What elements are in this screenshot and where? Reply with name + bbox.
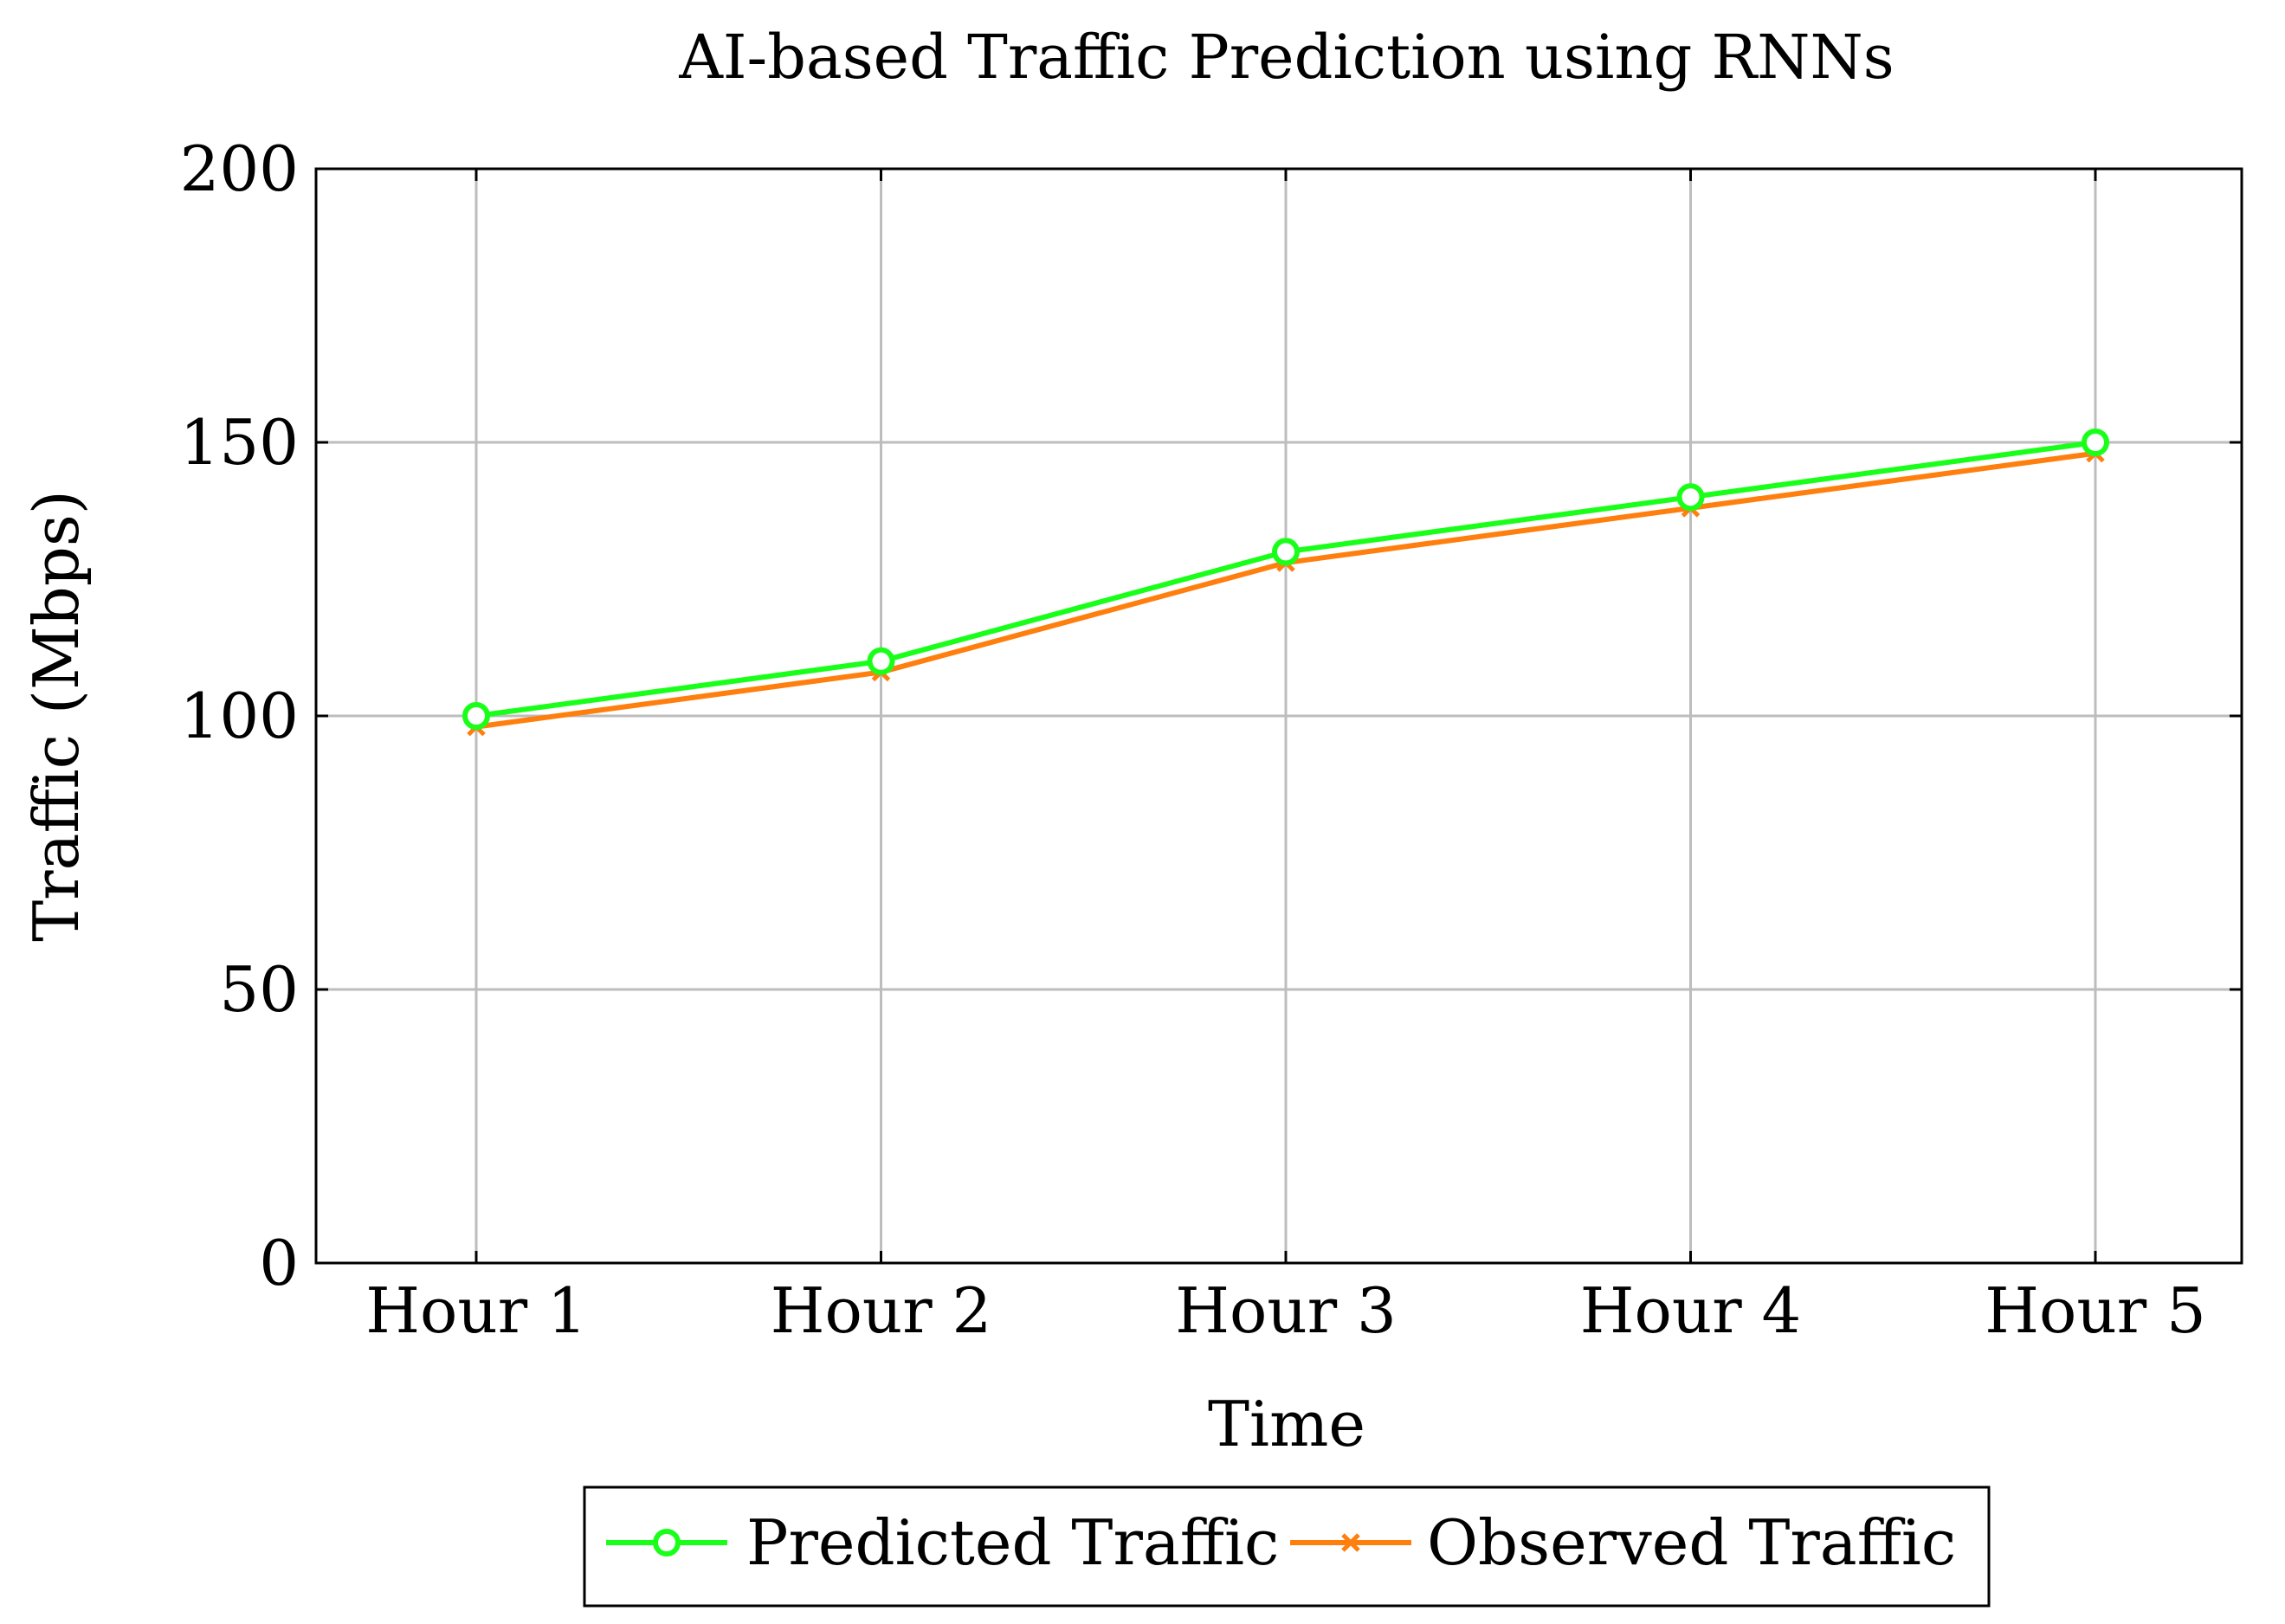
x-tick-label: Hour 5 <box>1985 1274 2206 1347</box>
predicted-traffic-point <box>2082 429 2109 456</box>
legend: Predicted Traffic Observed Traffic <box>583 1485 1991 1608</box>
chart-title: AI-based Traffic Prediction using RNNs <box>678 22 1894 93</box>
x-tick-label: Hour 4 <box>1580 1274 1802 1347</box>
x-axis-label: Time <box>1208 1388 1365 1460</box>
x-tick-label: Hour 3 <box>1175 1274 1397 1347</box>
grid-lines <box>316 169 2242 1263</box>
y-tick-label: 150 <box>180 406 299 479</box>
y-tick-label: 50 <box>219 953 299 1026</box>
legend-observed-traffic-marker-stroke <box>1341 1533 1360 1552</box>
y-axis-ticks: 0 50 100 150 200 <box>180 132 2242 1299</box>
y-axis-label: Traffic (Mbps) <box>20 490 93 942</box>
predicted-traffic-point <box>462 702 490 730</box>
legend-observed-traffic-label: Observed Traffic <box>1427 1506 1956 1579</box>
series-layer <box>462 429 2109 737</box>
legend-predicted-traffic-marker <box>653 1529 681 1556</box>
predicted-traffic-point <box>1676 483 1705 512</box>
legend-predicted-traffic-label: Predicted Traffic <box>746 1506 1279 1579</box>
legend-observed-traffic-marker <box>1341 1533 1360 1552</box>
predicted-traffic-point <box>867 647 895 675</box>
x-tick-label: Hour 1 <box>365 1274 587 1347</box>
x-tick-label: Hour 2 <box>771 1274 992 1347</box>
y-tick-label: 100 <box>180 680 299 752</box>
x-axis-ticks: Hour 1 Hour 2 Hour 3 Hour 4 Hour 5 <box>365 169 2206 1347</box>
y-tick-label: 0 <box>259 1227 299 1299</box>
predicted-traffic-point <box>1272 538 1300 566</box>
y-tick-label: 200 <box>180 132 299 205</box>
legend-box <box>583 1485 1991 1608</box>
